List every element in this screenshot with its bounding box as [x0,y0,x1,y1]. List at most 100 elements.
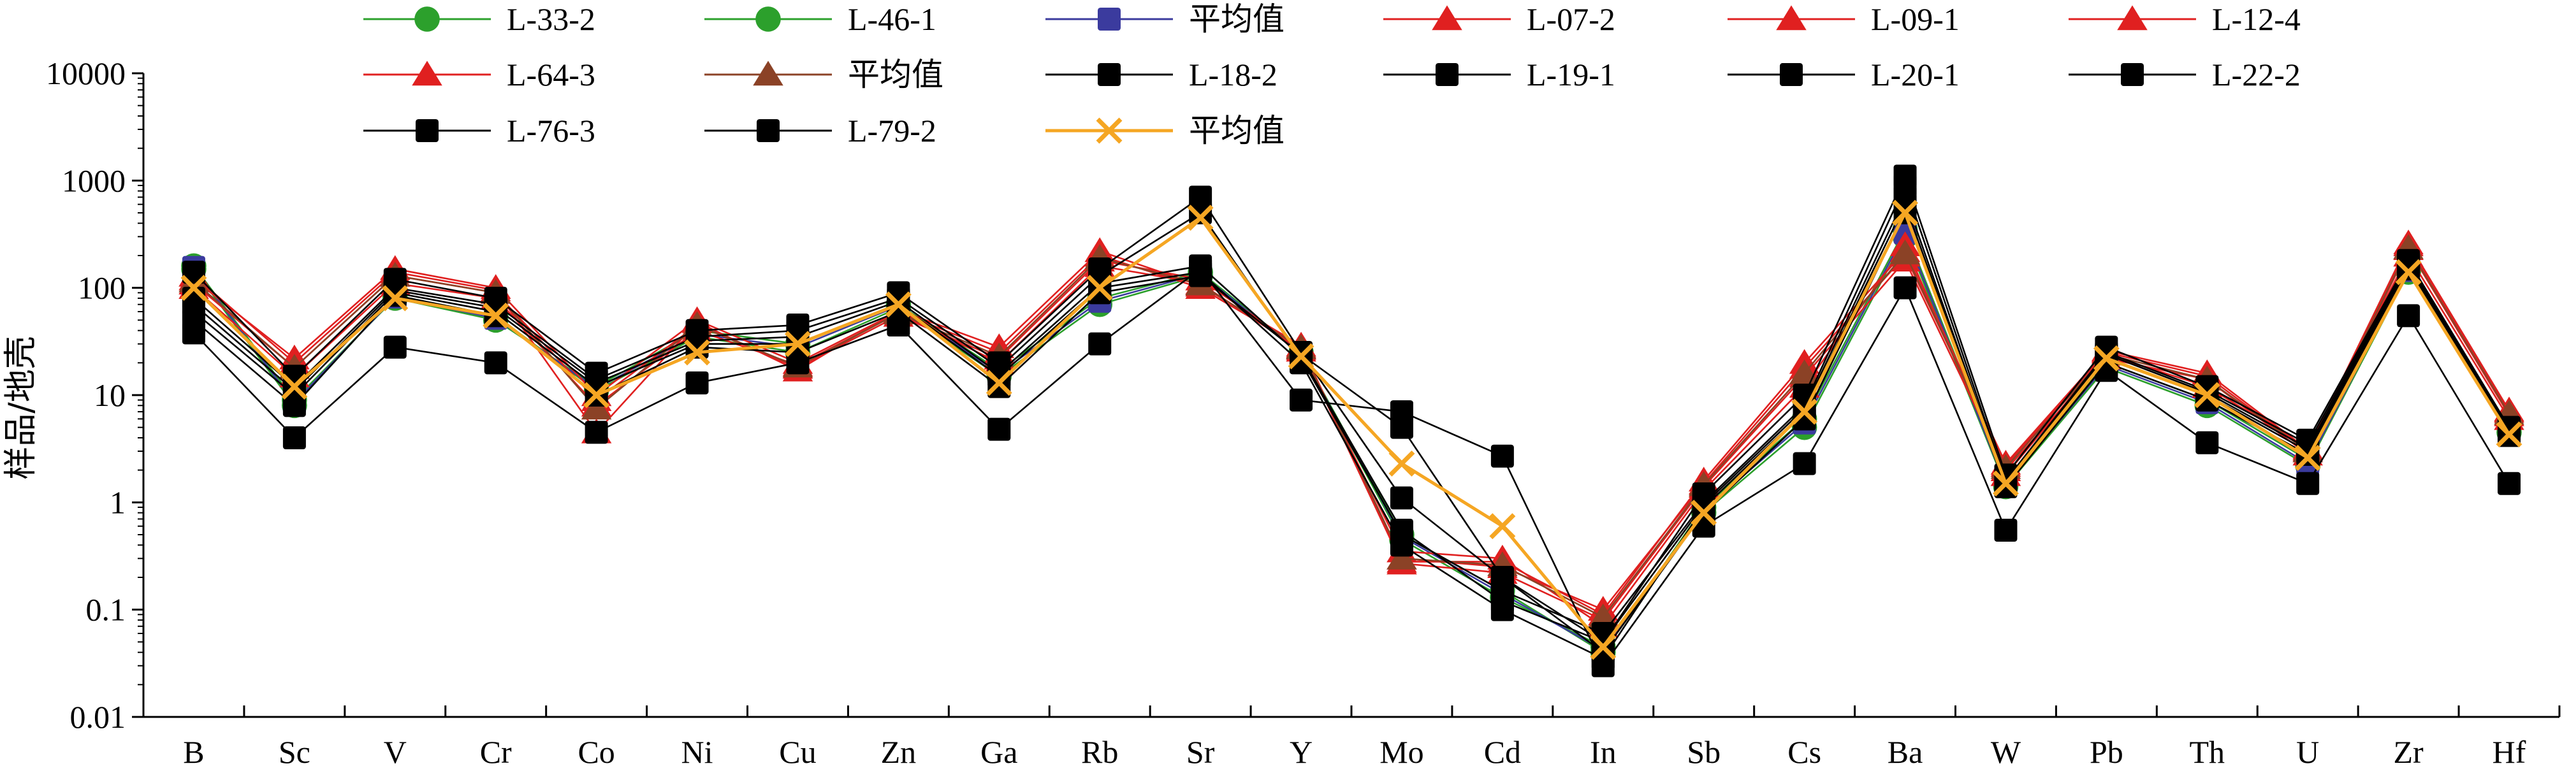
data-point [585,421,608,444]
legend-entry: 平均值 [704,57,943,92]
series-line [193,248,2510,621]
series-line [193,175,2510,643]
legend-entry: L-64-3 [363,57,595,92]
y-tick-label: 10000 [46,55,126,91]
data-point [2496,421,2522,448]
legend-label: L-76-3 [507,113,595,148]
data-point [182,261,205,284]
series-line [193,203,2510,660]
x-tick-label: Zn [881,734,917,770]
legend-entry: L-20-1 [1728,57,1960,92]
x-tick-label: U [2296,734,2319,770]
legend-entry: L-07-2 [1383,1,1615,37]
data-point [182,293,205,316]
axes: 0.01 0.1 1 10 100 1000 10000 B Sc V Cr Co Ni Cu Zn Ga Rb… [46,55,2561,770]
data-point [1290,388,1313,412]
legend-label: L-79-2 [848,113,936,148]
data-point [986,370,1012,396]
data-point [784,331,811,358]
series-line [193,247,2510,618]
data-point [885,291,912,318]
data-point [1490,565,1514,589]
legend: L-33-2 L-46-1 平均值 L-07-2 L-09-1 L-12-4 L-64-3 平… [363,1,2301,148]
x-tick-label: Ba [1888,734,1923,770]
legend-label: L-22-2 [2212,57,2301,92]
data-point [1791,398,1818,425]
data-point [2195,431,2219,454]
legend-marker [414,6,440,32]
data-point [382,285,409,312]
legend-label: 平均值 [1189,1,1284,37]
data-point [182,321,205,345]
y-tick-label: 1 [110,484,126,520]
legend-marker [1098,63,1121,86]
data-point [281,373,308,400]
series-line [193,184,2510,635]
x-tick-label: Sc [279,734,310,770]
x-tick-label: Hf [2492,734,2526,770]
data-point [180,275,207,301]
data-point [383,278,407,302]
y-tick-label: 10 [94,377,126,413]
data-point [1691,500,1717,526]
series-line [193,211,2511,649]
x-tick-label: Mo [1379,734,1423,770]
legend-label: L-64-3 [507,57,595,92]
data-point [987,417,1011,441]
x-tick-label: Cd [1484,734,1521,770]
x-tick-label: Pb [2090,734,2123,770]
data-point [282,426,306,449]
series-6 [178,229,2524,626]
series-12 [182,257,2521,677]
legend-label: 平均值 [848,57,943,92]
legend-marker [1098,8,1121,31]
data-point [2395,259,2422,285]
data-point [1889,239,1921,264]
data-point [2498,472,2521,495]
x-tick-label: Co [578,734,615,770]
legend-entry: L-12-4 [2069,1,2301,37]
data-point [1288,343,1314,370]
data-point [1489,513,1516,540]
series-14 [180,199,2522,660]
legend-marker [1776,5,1807,31]
legend-label: L-07-2 [1527,1,1615,37]
x-tick-label: Cr [480,734,512,770]
data-point [1893,276,1917,300]
legend-entry: L-22-2 [2069,57,2301,92]
data-point [484,351,507,375]
legend-label: L-12-4 [2212,1,2301,37]
data-point [1591,630,1615,654]
data-point [1994,519,2018,542]
data-point [685,329,709,352]
legend-entry: 平均值 [1045,1,1284,37]
series-line [193,232,2510,651]
x-tick-label: Zr [2394,734,2424,770]
x-tick-label: Ga [980,734,1017,770]
legend-entry: L-19-1 [1383,57,1615,92]
legend-marker [1436,63,1459,86]
data-point [1692,493,1715,517]
data-point [887,314,910,337]
data-point [1490,444,1514,468]
data-point [1590,633,1617,660]
data-point [1793,452,1816,475]
series-4 [178,235,2524,632]
legend-marker [753,61,783,86]
data-point [1892,199,1919,226]
x-tick-label: Sr [1186,734,1215,770]
data-point [1893,185,1917,209]
data-point [1086,275,1113,301]
legend-marker [1432,5,1462,31]
data-point [1088,332,1112,356]
series-11 [182,201,2521,664]
legend-marker [1780,63,1803,86]
series-line [193,228,2510,653]
legend-entry: L-46-1 [704,1,936,37]
legend-label: L-20-1 [1871,57,1960,92]
data-point [1386,544,1417,570]
data-point [583,382,610,408]
x-tick-label: Ni [681,734,713,770]
x-tick-label: Rb [1081,734,1118,770]
